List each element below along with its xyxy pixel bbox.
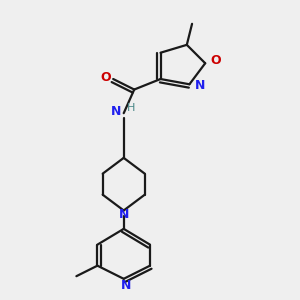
Text: N: N [121,279,131,292]
Text: O: O [210,54,221,67]
Text: H: H [127,103,135,113]
Text: N: N [111,105,121,119]
Text: N: N [195,79,205,92]
Text: O: O [100,71,111,84]
Text: N: N [118,208,129,221]
